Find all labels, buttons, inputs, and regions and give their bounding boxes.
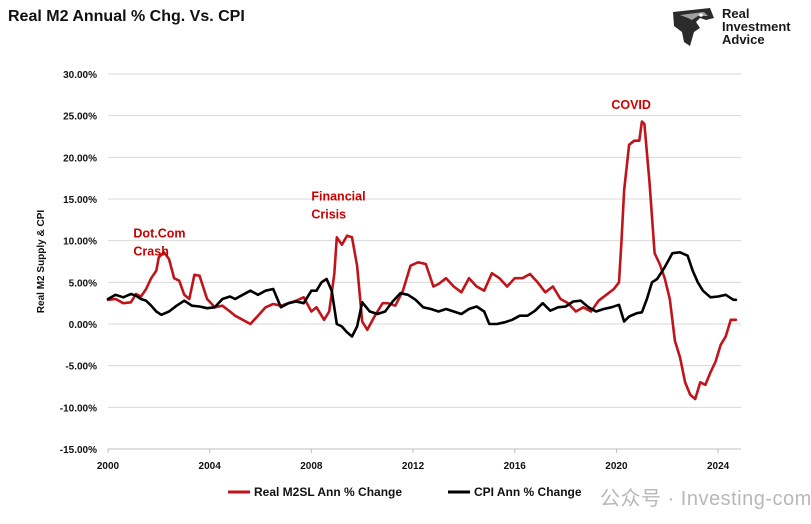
annotation-label: Crisis bbox=[311, 208, 346, 222]
y-tick-label: 20.00% bbox=[63, 153, 97, 164]
brand-name: Real Investment Advice bbox=[722, 7, 811, 46]
y-tick-label: 10.00% bbox=[63, 237, 97, 248]
y-tick-label: -15.00% bbox=[60, 445, 97, 456]
annotation-label: COVID bbox=[611, 98, 651, 112]
eagle-head-icon bbox=[673, 8, 714, 46]
legend-label: Real M2SL Ann % Change bbox=[254, 485, 402, 499]
x-tick-label: 2008 bbox=[300, 461, 323, 472]
y-tick-label: -5.00% bbox=[65, 362, 97, 373]
x-tick-label: 2024 bbox=[707, 461, 730, 472]
brand-logo: Real Investment Advice bbox=[670, 6, 805, 54]
series-line-real-m2 bbox=[106, 120, 738, 401]
annotation-label: Crash bbox=[133, 244, 168, 258]
brand-name-line3: Advice bbox=[722, 32, 765, 47]
x-tick-label: 2004 bbox=[199, 461, 222, 472]
y-tick-label: 15.00% bbox=[63, 195, 97, 206]
chart-title: Real M2 Annual % Chg. Vs. CPI bbox=[8, 8, 245, 25]
y-axis-label: Real M2 Supply & CPI bbox=[36, 210, 47, 314]
x-tick-label: 2016 bbox=[504, 461, 527, 472]
y-tick-label: 0.00% bbox=[69, 320, 97, 331]
legend-label: CPI Ann % Change bbox=[474, 485, 582, 499]
brand-name-line1: Real bbox=[722, 6, 750, 21]
brand-name-line2: Investment bbox=[722, 19, 791, 34]
y-tick-label: 30.00% bbox=[63, 70, 97, 81]
watermark: 公众号 · Investing-com bbox=[600, 488, 811, 510]
y-tick-label: 25.00% bbox=[63, 112, 97, 123]
y-tick-label: 5.00% bbox=[69, 278, 97, 289]
annotation-label: Dot.Com bbox=[133, 226, 185, 240]
y-tick-label: -10.00% bbox=[60, 403, 97, 414]
x-tick-label: 2000 bbox=[97, 461, 120, 472]
series-line-cpi bbox=[106, 251, 738, 338]
x-tick-label: 2012 bbox=[402, 461, 425, 472]
x-tick-label: 2020 bbox=[605, 461, 628, 472]
annotation-label: Financial bbox=[311, 190, 365, 204]
